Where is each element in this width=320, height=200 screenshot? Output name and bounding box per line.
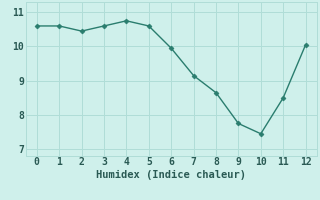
X-axis label: Humidex (Indice chaleur): Humidex (Indice chaleur): [96, 170, 246, 180]
